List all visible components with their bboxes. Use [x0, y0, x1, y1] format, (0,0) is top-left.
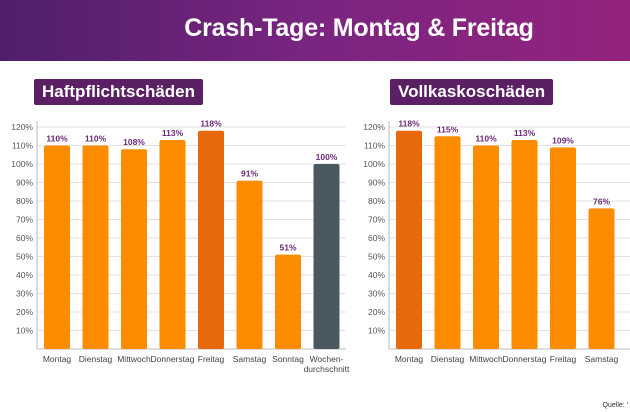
data-label: 51% — [279, 243, 296, 253]
y-tick-label: 100% — [11, 159, 33, 169]
data-label: 118% — [398, 119, 420, 129]
y-tick-label: 110% — [12, 141, 34, 151]
y-tick-label: 110% — [364, 141, 386, 151]
y-tick-label: 20% — [368, 307, 385, 317]
bar-donnerstag — [159, 139, 186, 349]
bar-samstag — [588, 208, 615, 349]
data-label: 118% — [200, 119, 222, 129]
y-tick-label: 60% — [368, 233, 385, 243]
bar-samstag — [236, 180, 263, 349]
bar-donnerstag — [511, 139, 538, 349]
y-tick-label: 100% — [363, 159, 385, 169]
bar-dienstag — [82, 145, 109, 349]
bar-montag — [44, 145, 70, 349]
x-category-label: Freitag — [198, 354, 225, 364]
bar-dienstag — [434, 136, 461, 349]
y-tick-label: 40% — [16, 270, 33, 280]
bar-freitag — [550, 147, 576, 349]
data-label: 76% — [593, 196, 610, 206]
data-label: 113% — [514, 128, 536, 138]
data-label: 108% — [123, 137, 145, 147]
data-label: 109% — [552, 135, 574, 145]
x-category-label: Montag — [395, 354, 424, 364]
y-tick-label: 90% — [368, 178, 385, 188]
x-category-label: Mittwoch — [469, 354, 503, 364]
data-label: 91% — [241, 169, 258, 179]
x-category-label: Freitag — [550, 354, 577, 364]
y-tick-label: 20% — [16, 307, 33, 317]
x-category-label: Montag — [43, 354, 72, 364]
data-label: 110% — [85, 134, 107, 144]
x-category-label: Samstag — [585, 354, 619, 364]
x-category-label: Donnerstag — [503, 354, 547, 364]
y-tick-label: 80% — [368, 196, 385, 206]
y-tick-label: 10% — [16, 326, 33, 336]
bar-mittwoch — [121, 149, 147, 349]
bar-mittwoch — [473, 145, 499, 349]
y-tick-label: 30% — [368, 289, 385, 299]
source-note: Quelle: ' — [602, 402, 628, 409]
x-category-label: Donnerstag — [151, 354, 195, 364]
bar-freitag — [198, 130, 224, 349]
y-tick-label: 50% — [368, 252, 385, 262]
x-category-label: Dienstag — [79, 354, 113, 364]
y-tick-label: 10% — [368, 326, 385, 336]
y-tick-label: 120% — [363, 122, 385, 132]
chart-title-vollkasko: Vollkaskoschäden — [390, 79, 554, 105]
x-category-label: Mittwoch — [117, 354, 151, 364]
x-category-label: Sonntag — [272, 354, 304, 364]
bar-sonntag — [275, 254, 301, 349]
data-label: 115% — [437, 124, 459, 134]
bar-montag — [396, 130, 422, 349]
y-tick-label: 30% — [16, 289, 33, 299]
bar-wochen-durchschnitt — [313, 164, 340, 349]
chart-title-haftpflicht: Haftpflichtschäden — [34, 79, 204, 105]
y-tick-label: 80% — [16, 196, 33, 206]
x-category-label: Wochen-durchschnitt — [304, 354, 350, 374]
data-label: 110% — [475, 134, 497, 144]
data-label: 113% — [162, 128, 184, 138]
y-tick-label: 70% — [368, 215, 385, 225]
data-label: 100% — [316, 152, 338, 162]
vollkasko-bar-chart: 10% 20% 30% 40% 50% 60% 70% 80% 90% 100% 110% 120% 1… — [363, 119, 630, 364]
x-category-label: Dienstag — [431, 354, 465, 364]
y-tick-label: 120% — [11, 122, 33, 132]
page-title: Crash-Tage: Montag & Freitag — [184, 14, 534, 42]
header-banner: Crash-Tage: Montag & Freitag — [0, 0, 630, 61]
haftpflicht-bar-chart: 10% 20% 30% 40% 50% 60% 70% 80% 90% 100% 110% 120% 1… — [11, 119, 350, 374]
data-label: 110% — [46, 134, 68, 144]
y-tick-label: 40% — [368, 270, 385, 280]
y-tick-label: 60% — [16, 233, 33, 243]
y-tick-label: 70% — [16, 215, 33, 225]
y-tick-label: 90% — [16, 178, 33, 188]
y-tick-label: 50% — [16, 252, 33, 262]
x-category-label: Samstag — [233, 354, 267, 364]
